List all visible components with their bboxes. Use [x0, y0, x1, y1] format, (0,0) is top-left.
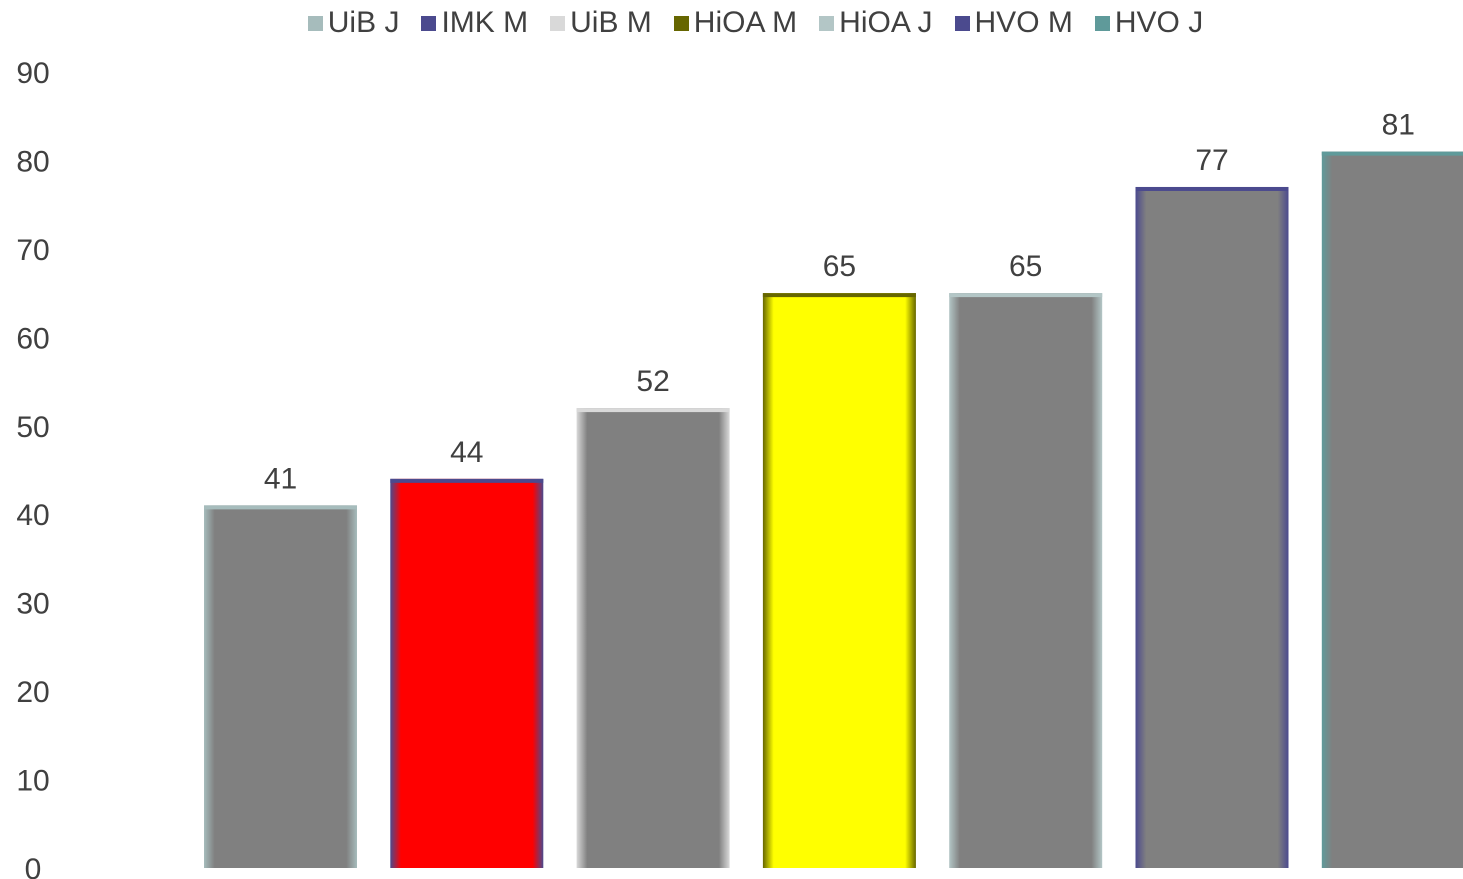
bar-top-edge [1321, 151, 1463, 156]
legend-swatch [307, 15, 323, 31]
data-label: 41 [264, 462, 297, 495]
legend-swatch [1094, 15, 1110, 31]
bar-top-edge [762, 293, 916, 298]
bar-top-edge [1135, 186, 1289, 191]
legend-label: IMK M [441, 6, 529, 39]
legend-swatch [819, 15, 835, 31]
data-labels: 41 44 52 65 65 77 81 [264, 109, 1415, 496]
legend-swatch [954, 15, 970, 31]
bar [1135, 186, 1289, 868]
y-axis: 0 10 20 30 40 50 60 70 80 90 [16, 57, 49, 879]
chart-legend: UiB J IMK M UiB M HiOA M HiOA J HVO M HVO J [0, 3, 1463, 43]
legend-swatch [673, 15, 689, 31]
legend-swatch [421, 15, 437, 31]
legend-label: UiB M [570, 6, 652, 39]
bar-top-edge [390, 478, 544, 483]
y-tick-label: 70 [16, 234, 49, 267]
y-tick-label: 50 [16, 411, 49, 444]
y-tick-label: 40 [16, 499, 49, 532]
legend-label: HVO J [1114, 6, 1204, 39]
bar-top-edge [204, 505, 357, 510]
legend-item: UiB M [550, 6, 652, 40]
legend-item: IMK M [421, 6, 528, 40]
bar-top-edge [576, 408, 730, 413]
data-label: 81 [1382, 109, 1415, 142]
data-label: 65 [1009, 250, 1042, 283]
legend-label: UiB J [327, 6, 400, 39]
legend-item: HiOA M [673, 6, 798, 40]
data-label: 52 [636, 365, 669, 398]
bars [204, 151, 1463, 869]
legend-item: HVO J [1094, 6, 1204, 40]
y-tick-label: 90 [16, 57, 49, 90]
data-label: 77 [1195, 144, 1228, 177]
legend-label: HVO M [974, 6, 1073, 39]
y-tick-label: 0 [25, 853, 42, 879]
bar [390, 478, 544, 868]
data-label: 65 [823, 250, 856, 283]
bar [762, 293, 916, 869]
legend-item: HiOA J [819, 6, 933, 40]
bar [576, 408, 730, 868]
y-tick-label: 60 [16, 322, 49, 355]
y-tick-label: 30 [16, 588, 49, 621]
y-tick-label: 80 [16, 145, 49, 178]
legend-item: HVO M [954, 6, 1073, 40]
legend-swatch [550, 15, 566, 31]
y-tick-label: 20 [16, 676, 49, 709]
legend-label: HiOA J [839, 6, 933, 39]
bar [949, 293, 1103, 869]
bar [204, 505, 357, 868]
y-tick-label: 10 [16, 765, 49, 798]
legend-label: HiOA M [693, 6, 798, 39]
data-label: 44 [450, 436, 483, 469]
bar-top-edge [949, 293, 1103, 298]
legend-item: UiB J [307, 6, 400, 40]
bar [1321, 151, 1463, 869]
